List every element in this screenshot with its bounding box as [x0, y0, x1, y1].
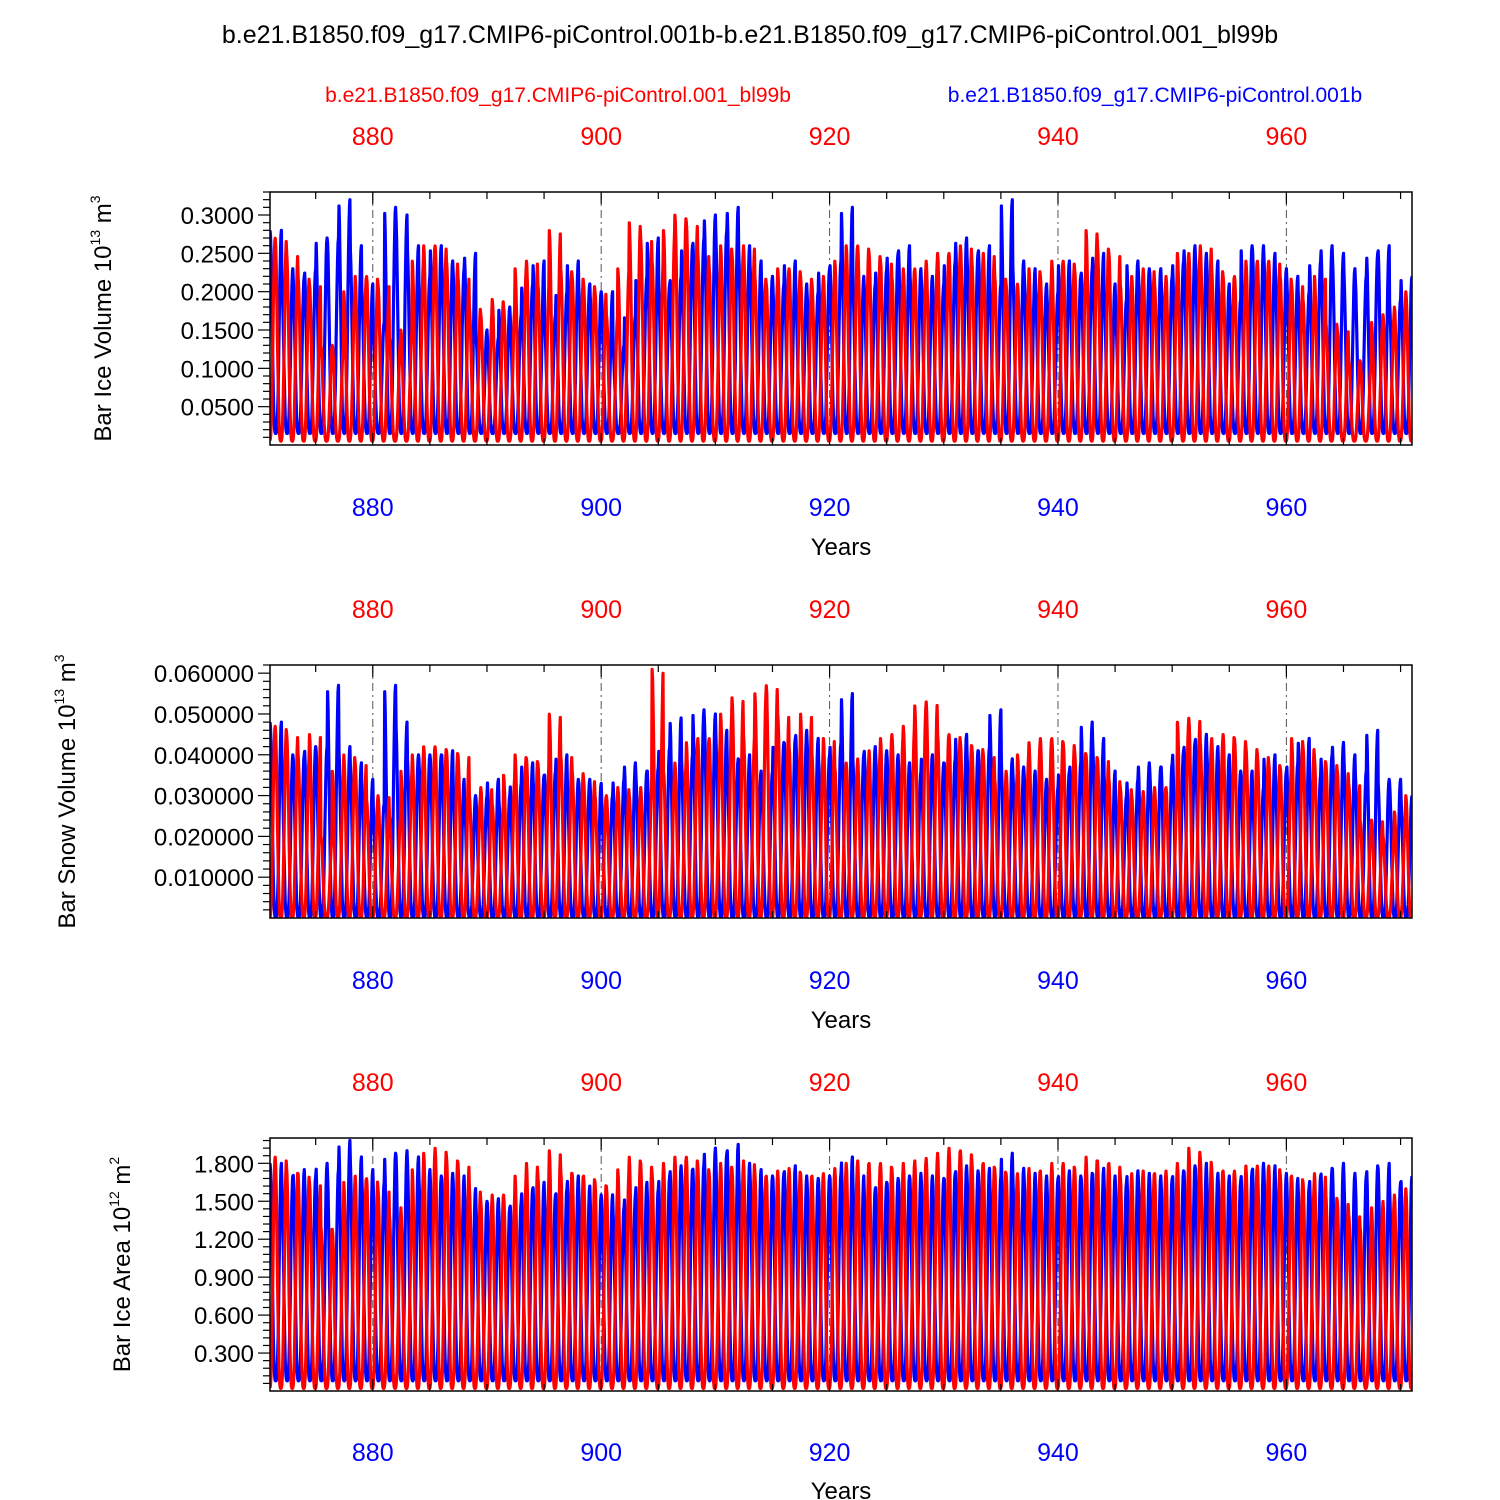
plot-frame	[269, 664, 1413, 919]
x-tick-label-bottom: 880	[352, 1439, 394, 1467]
x-tick-label-bottom: 960	[1266, 494, 1308, 522]
y-tick-label: 0.050000	[154, 702, 254, 729]
y-tick-label: 0.900	[194, 1265, 254, 1292]
y-axis-label-exp: 12	[106, 1191, 122, 1207]
x-tick-label-top: 920	[809, 123, 851, 151]
y-tick-label: 0.1000	[181, 356, 254, 383]
x-axis-label: Years	[811, 1478, 872, 1500]
y-axis-label-main: Bar Snow Volume 10	[54, 704, 81, 928]
y-axis-label: Bar Ice Area 1012 m2	[106, 1157, 136, 1373]
series-line-blue	[270, 683, 1412, 918]
y-tick-label: 0.040000	[154, 743, 254, 770]
x-tick-label-top: 880	[352, 596, 394, 624]
y-tick-label: 0.060000	[154, 661, 254, 688]
legend-blue-case: b.e21.B1850.f09_g17.CMIP6-piControl.001b	[948, 84, 1362, 107]
y-axis-label-unit-exp: 2	[106, 1157, 122, 1165]
plot-frame	[269, 191, 1413, 446]
y-axis-label-exp: 13	[87, 230, 103, 246]
y-tick-label: 0.020000	[154, 824, 254, 851]
x-tick-label-top: 960	[1266, 1069, 1308, 1097]
x-tick-label-bottom: 900	[580, 967, 622, 995]
x-tick-label-top: 880	[352, 1069, 394, 1097]
y-tick-label: 0.1500	[181, 318, 254, 345]
y-tick-label: 0.0500	[181, 395, 254, 422]
y-axis-label: Bar Ice Volume 1013 m3	[87, 195, 117, 441]
figure-title: b.e21.B1850.f09_g17.CMIP6-piControl.001b…	[222, 21, 1278, 49]
panels: 0.0500 0.1000 0.1500 0.2000 0.2500 0.3000 880 8…	[51, 123, 1413, 1500]
y-tick-label: 1.800	[194, 1151, 254, 1178]
series-line-red	[270, 213, 1412, 443]
x-axis-label: Years	[811, 1007, 872, 1034]
y-tick-label: 1.500	[194, 1189, 254, 1216]
x-tick-label-bottom: 900	[580, 494, 622, 522]
x-tick-label-bottom: 920	[809, 494, 851, 522]
x-tick-label-top: 900	[580, 1069, 622, 1097]
x-tick-label-top: 900	[580, 596, 622, 624]
y-axis-label-unit-exp: 3	[87, 195, 103, 203]
y-axis-label-exp: 13	[51, 689, 67, 705]
y-axis-label-main: Bar Ice Volume 10	[90, 245, 117, 441]
panel-2: 0.010000 0.020000 0.030000 0.040000 0.050000…	[51, 596, 1413, 1034]
x-tick-label-top: 960	[1266, 596, 1308, 624]
y-axis-label-unit-exp: 3	[51, 654, 67, 662]
x-tick-label-bottom: 940	[1037, 494, 1079, 522]
y-axis-label-unit: m	[90, 203, 117, 230]
panel-1: 0.0500 0.1000 0.1500 0.2000 0.2500 0.3000 880 8…	[87, 123, 1413, 561]
series-line-blue	[270, 198, 1412, 436]
x-tick-label-top: 920	[809, 1069, 851, 1097]
x-tick-label-top: 940	[1037, 123, 1079, 151]
y-tick-label: 0.600	[194, 1303, 254, 1330]
y-tick-label: 0.3000	[181, 203, 254, 230]
x-tick-label-bottom: 880	[352, 494, 394, 522]
x-tick-label-bottom: 880	[352, 967, 394, 995]
legend-red-case: b.e21.B1850.f09_g17.CMIP6-piControl.001_…	[325, 84, 791, 107]
x-tick-label-bottom: 920	[809, 1439, 851, 1467]
x-tick-label-bottom: 960	[1266, 1439, 1308, 1467]
x-tick-label-top: 960	[1266, 123, 1308, 151]
x-axis-label: Years	[811, 534, 872, 561]
y-tick-label: 0.2500	[181, 241, 254, 268]
y-tick-label: 0.030000	[154, 784, 254, 811]
panel-3: 0.300 0.600 0.900 1.200 1.500 1.800 880 880 900 9…	[106, 1069, 1413, 1500]
series-line-blue	[270, 1138, 1412, 1383]
y-axis-label: Bar Snow Volume 1013 m3	[51, 654, 81, 928]
x-tick-label-bottom: 920	[809, 967, 851, 995]
y-tick-label: 1.200	[194, 1227, 254, 1254]
x-tick-label-top: 940	[1037, 596, 1079, 624]
x-tick-label-bottom: 900	[580, 1439, 622, 1467]
y-axis-label-unit: m	[109, 1165, 136, 1192]
y-tick-label: 0.010000	[154, 865, 254, 892]
x-tick-label-bottom: 960	[1266, 967, 1308, 995]
x-tick-label-top: 880	[352, 123, 394, 151]
y-tick-label: 0.300	[194, 1341, 254, 1368]
plot-frame	[269, 1137, 1413, 1392]
x-tick-label-bottom: 940	[1037, 967, 1079, 995]
y-axis-label-main: Bar Ice Area 10	[109, 1207, 136, 1372]
series-line-red	[270, 1146, 1412, 1391]
y-axis-label-unit: m	[54, 662, 81, 689]
x-tick-label-top: 920	[809, 596, 851, 624]
x-tick-label-top: 900	[580, 123, 622, 151]
x-tick-label-top: 940	[1037, 1069, 1079, 1097]
y-tick-label: 0.2000	[181, 280, 254, 307]
x-tick-label-bottom: 940	[1037, 1439, 1079, 1467]
